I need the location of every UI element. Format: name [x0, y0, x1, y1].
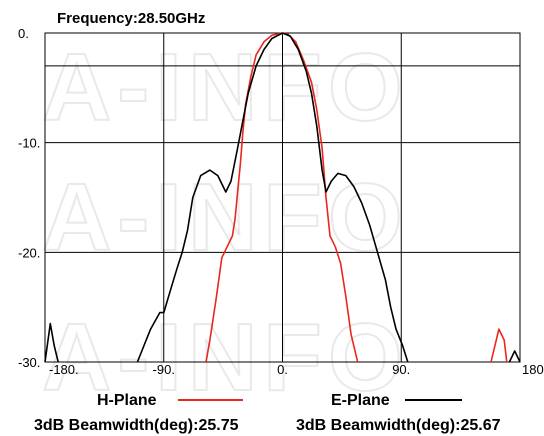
e-plane-beamwidth: 3dB Beamwidth(deg):25.67	[296, 417, 501, 434]
series-line-e-plane	[44, 322, 59, 363]
watermark: A-INFO A-INFO A-INFO	[41, 33, 409, 412]
series-line-h-plane	[490, 328, 508, 363]
series-line-e-plane	[136, 32, 409, 363]
legend-e-plane-label: E-Plane	[331, 392, 390, 409]
x-tick-label: 0.	[277, 362, 288, 377]
h-plane-beamwidth: 3dB Beamwidth(deg):25.75	[34, 417, 239, 434]
grid	[44, 32, 521, 363]
legend-h-plane-label: H-Plane	[97, 392, 157, 409]
series-line-e-plane	[508, 350, 521, 363]
y-tick-label: -30.	[18, 355, 40, 370]
x-tick-label: -90.	[153, 362, 175, 377]
y-tick-label: 0.	[18, 26, 29, 41]
series-line-h-plane	[205, 32, 359, 363]
tick-labels: 0. -10. -20. -30. -180. -90. 0. 90. 180.	[18, 26, 544, 377]
x-tick-label: 180.	[522, 362, 544, 377]
x-tick-label: 90.	[392, 362, 410, 377]
series-group	[44, 32, 521, 363]
chart-title: Frequency:28.50GHz	[57, 10, 205, 27]
watermark-text-1: A-INFO	[42, 34, 409, 141]
x-tick-label: -180.	[49, 362, 79, 377]
y-tick-label: -20.	[18, 245, 40, 260]
watermark-text-2: A-INFO	[42, 164, 409, 271]
legend: H-Plane 3dB Beamwidth(deg):25.75 E-Plane…	[34, 392, 501, 434]
y-tick-label: -10.	[18, 136, 40, 151]
watermark-text-3: A-INFO	[42, 304, 409, 411]
